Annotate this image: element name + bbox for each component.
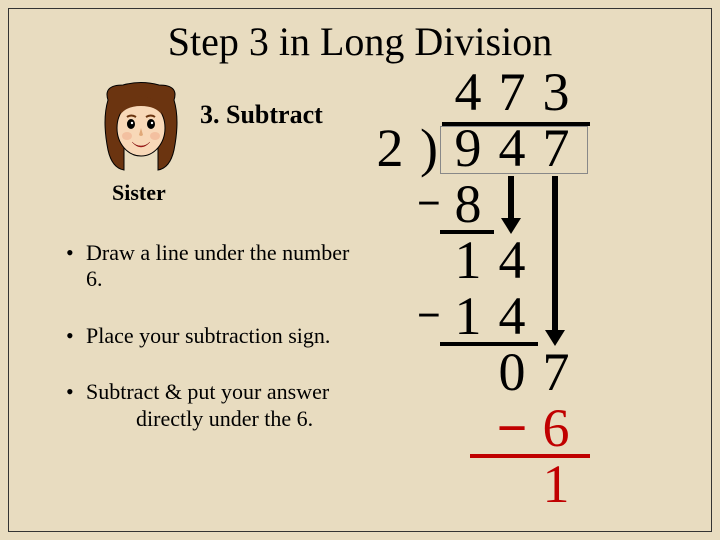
work-r2b: 4 xyxy=(490,229,534,291)
work-r3a: 1 xyxy=(446,285,490,347)
dividend-box xyxy=(440,126,588,174)
work-r4a: 0 xyxy=(490,341,534,403)
work-r5b: 6 xyxy=(534,397,578,459)
sister-label: Sister xyxy=(112,180,166,206)
bullet-1: Draw a line under the number 6. xyxy=(66,240,366,293)
underline-1 xyxy=(440,230,494,234)
underline-3 xyxy=(470,454,590,458)
bullet-3-line2: directly under the 6. xyxy=(86,406,366,432)
bullet-2: Place your subtraction sign. xyxy=(66,323,366,349)
minus-sign-1: − xyxy=(412,180,446,228)
sister-avatar xyxy=(98,80,184,185)
work-row-6: 1 xyxy=(368,456,578,512)
work-r2a: 1 xyxy=(446,229,490,291)
work-r3b: 4 xyxy=(490,285,534,347)
work-row-2: 1 4 xyxy=(368,232,578,288)
divisor: 2 xyxy=(368,117,412,179)
slide-title: Step 3 in Long Division xyxy=(0,18,720,65)
work-row-5: − 6 xyxy=(368,400,578,456)
quotient-d3: 3 xyxy=(534,61,578,123)
underline-2 xyxy=(440,342,538,346)
quotient-row: 4 7 3 xyxy=(368,64,578,120)
bullet-3-line1: Subtract & put your answer xyxy=(86,379,329,404)
bullet-3: Subtract & put your answer directly unde… xyxy=(66,379,366,432)
minus-sign-2: − xyxy=(412,292,446,340)
work-row-4: 0 7 xyxy=(368,344,578,400)
quotient-d1: 4 xyxy=(446,61,490,123)
work-r1: 8 xyxy=(446,173,490,235)
step-subtitle: 3. Subtract xyxy=(200,100,323,130)
work-r6b: 1 xyxy=(534,453,578,515)
quotient-d2: 7 xyxy=(490,61,534,123)
instruction-list: Draw a line under the number 6. Place yo… xyxy=(66,240,366,462)
work-r4b: 7 xyxy=(534,341,578,403)
work-row-1: − 8 xyxy=(368,176,578,232)
minus-sign-3: − xyxy=(490,397,534,459)
